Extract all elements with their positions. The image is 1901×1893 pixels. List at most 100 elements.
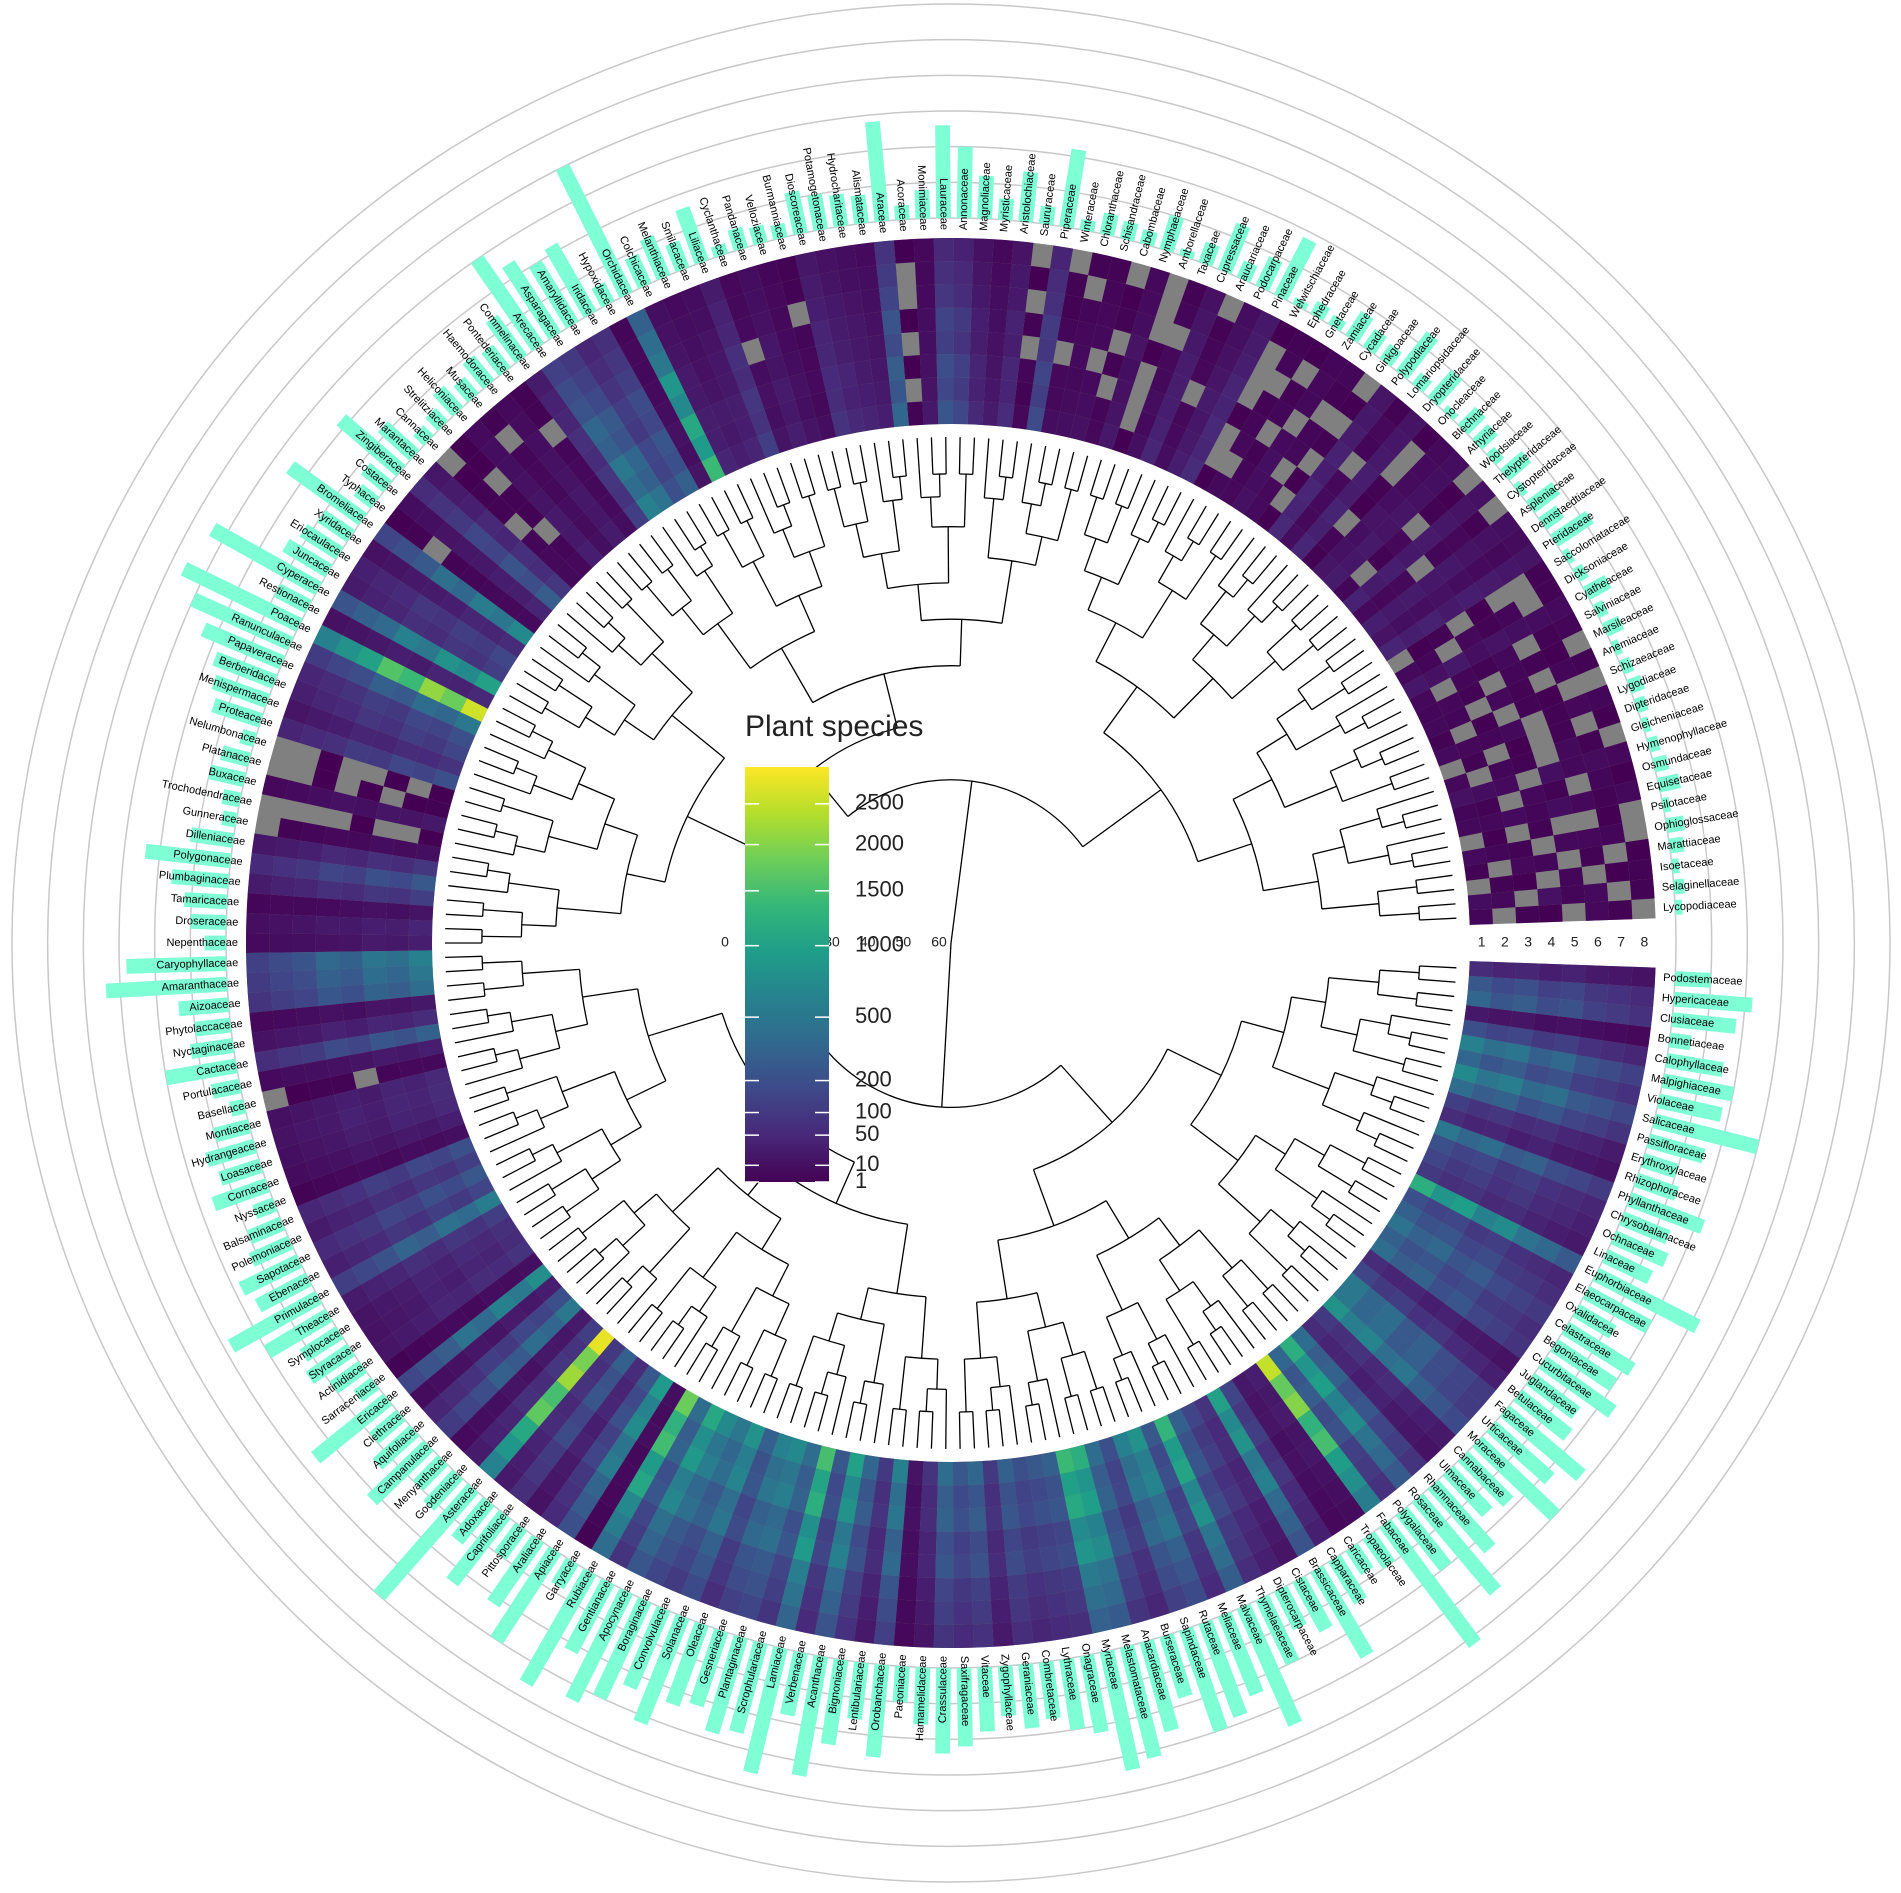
heatmap-cell [1543,594,1574,623]
heatmap-cell [988,1552,1008,1578]
heatmap-cell [1447,495,1478,526]
heatmap-cell [1576,1131,1605,1157]
tree-branch [531,1205,564,1228]
tree-branch [561,1071,615,1093]
heatmap-cell [884,333,904,358]
heatmap-cell [707,299,734,328]
heatmap-cell [832,1520,854,1547]
heatmap-cell [1467,975,1493,993]
tree-branch [1046,1378,1061,1438]
heatmap-cell [1017,1502,1037,1528]
tree-branch [523,670,556,692]
tree-branch [1291,1265,1319,1292]
bar [1486,446,1505,466]
heatmap-cell [1416,1250,1446,1277]
tree-branch [699,546,714,567]
heatmap-cell [934,1578,954,1602]
heatmap-cell [390,682,419,708]
heatmap-cell [356,1083,384,1106]
heatmap-cell [715,448,739,476]
heatmap-cell [415,1023,441,1043]
heatmap-cell [246,952,270,973]
heatmap-cell [528,1368,557,1398]
heatmap-cell [849,336,870,363]
heatmap-cell [1098,423,1120,450]
bar [336,414,406,477]
heatmap-cell [694,405,720,434]
tree-branch [449,870,487,878]
ring-label: 4 [1547,934,1555,950]
tree [445,437,1457,1449]
tree-branch [585,1251,630,1295]
heatmap-cell [690,1424,716,1453]
heatmap-cell [608,454,636,483]
heatmap-cell [988,308,1008,334]
heatmap-cell [620,1518,648,1549]
heatmap-cell [1378,635,1407,662]
heatmap-cell [1381,1428,1412,1459]
heatmap-cell [810,319,833,347]
heatmap-cell [699,1579,726,1609]
heatmap-cell [914,1600,935,1625]
heatmap-cell [1101,351,1125,379]
heatmap-cell [1335,360,1366,392]
heatmap-cell [569,484,597,513]
heatmap-cell [408,919,433,936]
heatmap-cell [937,1485,954,1509]
heatmap-cell [1485,1174,1514,1200]
colorbar-label: 1000 [855,931,904,956]
bar [633,1613,690,1726]
heatmap-cell [315,951,340,971]
heatmap-cell [426,1145,454,1170]
heatmap-cell [433,521,464,551]
tree-branch [1418,903,1456,908]
heatmap-cell [1361,1249,1389,1276]
heatmap-cell [404,707,433,732]
heatmap-cell [1305,515,1333,544]
bar [624,253,652,289]
heatmap-cell [1084,1440,1105,1468]
heatmap-cell [339,934,363,952]
heatmap-cell [1352,402,1383,433]
tree-branch [576,1258,605,1284]
heatmap-cell [311,767,339,792]
heatmap-cell [1148,1540,1174,1569]
heatmap-cell [351,555,382,585]
tree-branch [1077,1394,1089,1431]
heatmap-cell [327,1146,356,1172]
heatmap-cell [935,1554,954,1579]
bar [935,125,951,219]
heatmap-cell [648,1401,675,1430]
heatmap-cell [687,461,713,490]
heatmap-cell [1189,358,1216,387]
heatmap-cell [404,651,434,678]
heatmap-cell [1397,1237,1426,1264]
heatmap-cell [385,950,410,968]
heatmap-cell [576,1318,604,1346]
heatmap-cell [247,873,273,895]
heatmap-cell [707,1558,734,1587]
heatmap-cell [520,528,550,557]
heatmap [246,237,1656,1648]
heatmap-cell [1459,1346,1490,1376]
heatmap-cell [609,425,637,455]
family-label: Caryophyllaceae [156,957,238,971]
bar [1255,255,1283,292]
heatmap-cell [411,1169,440,1194]
heatmap-cell [496,1402,526,1433]
heatmap-cell [734,414,758,443]
heatmap-cell [733,1542,759,1571]
heatmap-cell [339,899,364,918]
heatmap-cell [334,1089,362,1113]
tree-branch [1198,1340,1220,1373]
heatmap-cell [1096,301,1120,329]
bar [1255,1594,1300,1666]
tree-branch [484,984,524,991]
heatmap-cell [734,1443,758,1472]
heatmap-cell [398,722,427,747]
heatmap-cell [1056,317,1079,344]
heatmap-cell [1471,1331,1502,1361]
tree-branch [770,1339,787,1377]
heatmap-cell [451,1321,481,1350]
bar [446,1509,511,1587]
